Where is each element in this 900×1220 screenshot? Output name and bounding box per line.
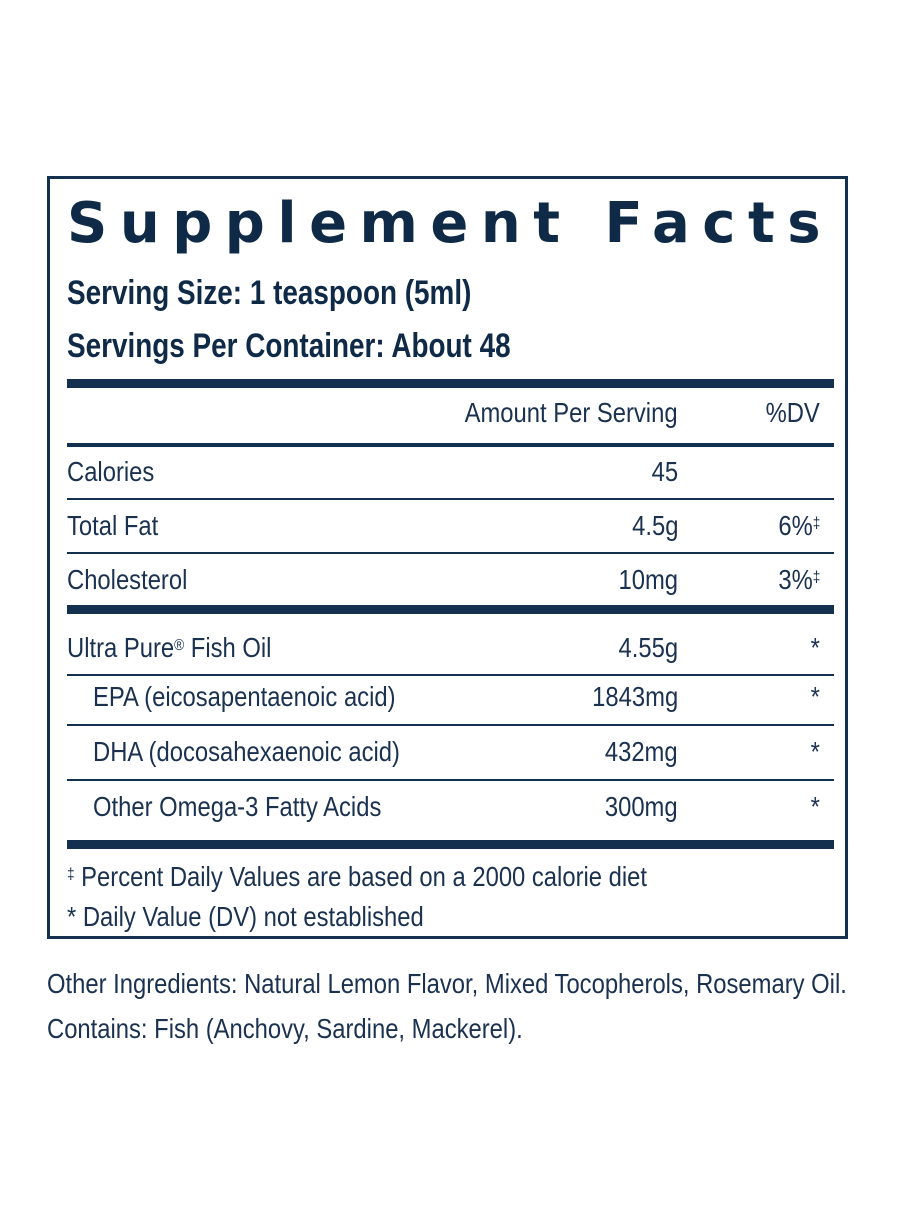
row-epa-dv: *	[810, 681, 820, 712]
dv-value: 3%	[778, 564, 813, 595]
row-dha-label: DHA (docosahexaenoic acid)	[93, 736, 400, 767]
row-dha-amount: 432mg	[605, 736, 678, 767]
row-fish-oil-dv: *	[810, 632, 820, 663]
row-omega3-label: Other Omega-3 Fatty Acids	[93, 791, 382, 822]
row-total-fat-amount: 4.5g	[631, 510, 678, 541]
supplement-facts-panel	[47, 176, 848, 939]
serving-size: Serving Size: 1 teaspoon (5ml)	[67, 274, 472, 312]
row-cholesterol-amount: 10mg	[618, 564, 678, 595]
row-epa-label: EPA (eicosapentaenoic acid)	[93, 681, 396, 712]
footnote-dagger-text: Percent Daily Values are based on a 2000…	[74, 861, 648, 892]
row-omega3-dv: *	[810, 791, 820, 822]
row-epa-amount: 1843mg	[591, 681, 678, 712]
row-fish-oil-label: Ultra Pure® Fish Oil	[67, 631, 271, 665]
dagger-mark: ‡	[67, 866, 75, 883]
dagger-mark: ‡	[812, 569, 820, 586]
allergen-contains: Contains: Fish (Anchovy, Sardine, Macker…	[47, 1013, 523, 1044]
footnote-percent-dv: ‡ Percent Daily Values are based on a 20…	[67, 860, 647, 894]
bottom-thick-rule	[67, 840, 834, 849]
header-percent-dv: %DV	[765, 397, 820, 428]
section-thick-rule	[67, 605, 834, 614]
footnote-dv-not-established: * Daily Value (DV) not established	[67, 901, 424, 932]
row-calories-label: Calories	[67, 456, 155, 487]
row-cholesterol-label: Cholesterol	[67, 564, 188, 595]
servings-per-container: Servings Per Container: About 48	[67, 327, 511, 365]
row-total-fat-dv: 6%‡	[778, 509, 820, 543]
row-divider	[67, 498, 834, 500]
row-calories-amount: 45	[651, 456, 678, 487]
row-divider	[67, 779, 834, 781]
fish-oil-name: Ultra Pure	[67, 632, 175, 663]
row-divider	[67, 552, 834, 554]
row-divider	[67, 724, 834, 726]
dagger-mark: ‡	[812, 515, 820, 532]
dv-value: 6%	[778, 510, 813, 541]
row-fish-oil-amount: 4.55g	[618, 632, 678, 663]
header-rule	[67, 443, 834, 447]
row-total-fat-label: Total Fat	[67, 510, 159, 541]
row-dha-dv: *	[810, 736, 820, 767]
row-cholesterol-dv: 3%‡	[778, 563, 820, 597]
header-amount-per-serving: Amount Per Serving	[465, 397, 678, 428]
top-thick-rule	[67, 379, 834, 388]
other-ingredients: Other Ingredients: Natural Lemon Flavor,…	[47, 968, 847, 999]
panel-title: Supplement Facts	[67, 191, 834, 256]
row-divider	[67, 674, 834, 676]
row-omega3-amount: 300mg	[605, 791, 678, 822]
fish-oil-suffix: Fish Oil	[184, 632, 272, 663]
registered-mark: ®	[174, 637, 185, 654]
